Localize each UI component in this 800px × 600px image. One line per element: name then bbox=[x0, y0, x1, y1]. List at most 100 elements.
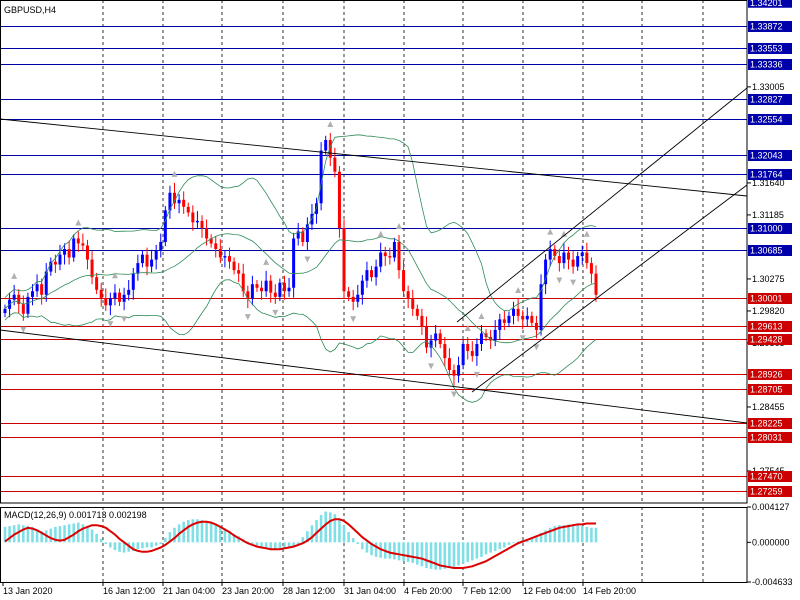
level-price-tag bbox=[748, 59, 792, 70]
x-tick-label: 7 Feb 12:00 bbox=[463, 586, 511, 596]
chart-symbol-label: GBPUSD,H4 bbox=[4, 5, 56, 15]
candle-body bbox=[429, 340, 433, 348]
trend-line bbox=[0, 118, 748, 197]
y-tick-label: 1.31640 bbox=[752, 178, 785, 188]
candle-body bbox=[113, 292, 117, 299]
level-price-label: 1.28926 bbox=[750, 370, 783, 380]
candle-body bbox=[72, 238, 76, 258]
fractal-up-marker bbox=[377, 230, 384, 237]
fractal-up-marker bbox=[464, 324, 471, 331]
level-price-tag bbox=[748, 43, 792, 54]
candle-body bbox=[150, 259, 154, 267]
candle-body bbox=[365, 270, 369, 281]
candle-body bbox=[209, 238, 213, 244]
candle-body bbox=[443, 344, 447, 359]
level-price-label: 1.33336 bbox=[750, 60, 783, 70]
fractal-down-marker bbox=[519, 335, 526, 342]
macd-y-tick-label: -0.004633 bbox=[752, 577, 793, 587]
price-chart-pane[interactable] bbox=[0, 0, 748, 503]
candle-body bbox=[567, 252, 571, 260]
level-price-label: 1.30685 bbox=[750, 246, 783, 256]
candle-body bbox=[457, 365, 461, 376]
candle-body bbox=[447, 358, 451, 371]
candle-body bbox=[337, 171, 341, 228]
x-tick-label: 16 Jan 12:00 bbox=[103, 586, 155, 596]
candle-body bbox=[182, 199, 186, 207]
level-price-tag bbox=[748, 432, 792, 443]
candle-body bbox=[205, 227, 209, 239]
candle-body bbox=[76, 238, 80, 244]
fractal-down-marker bbox=[304, 256, 311, 263]
candle-body bbox=[191, 212, 195, 223]
macd-y-tick-label: 0.004127 bbox=[752, 502, 790, 512]
candle-body bbox=[356, 294, 360, 302]
x-tick-label: 23 Jan 20:00 bbox=[222, 586, 274, 596]
candle-body bbox=[438, 333, 442, 345]
level-price-tag bbox=[748, 223, 792, 234]
candle-body bbox=[594, 273, 598, 295]
candle-body bbox=[53, 261, 57, 265]
level-price-tag bbox=[748, 471, 792, 482]
fractal-down-marker bbox=[556, 277, 563, 284]
level-price-label: 1.32827 bbox=[750, 95, 783, 105]
candle-body bbox=[232, 261, 236, 271]
band-upper bbox=[4, 134, 597, 312]
level-price-tag bbox=[748, 150, 792, 161]
candle-body bbox=[227, 256, 231, 262]
candle-body bbox=[140, 254, 144, 264]
candle-body bbox=[168, 192, 172, 211]
candle-body bbox=[241, 273, 245, 292]
level-price-label: 1.27470 bbox=[750, 472, 783, 482]
candle-body bbox=[173, 192, 177, 204]
trend-line bbox=[0, 329, 748, 424]
x-tick-label: 12 Feb 04:00 bbox=[523, 586, 576, 596]
candle-body bbox=[388, 256, 392, 258]
candle-body bbox=[585, 252, 589, 264]
candle-body bbox=[44, 271, 48, 295]
candle-body bbox=[452, 370, 456, 376]
candle-body bbox=[470, 351, 474, 356]
fractal-up-marker bbox=[111, 272, 118, 279]
candle-body bbox=[415, 308, 419, 316]
fractal-down-marker bbox=[428, 363, 435, 370]
fractal-down-marker bbox=[450, 391, 457, 398]
y-tick-label: 1.31185 bbox=[752, 210, 784, 220]
fractal-up-marker bbox=[560, 230, 567, 237]
level-price-label: 1.31764 bbox=[750, 170, 783, 180]
candle-body bbox=[580, 252, 584, 257]
fractal-down-marker bbox=[272, 309, 279, 316]
fractal-down-marker bbox=[473, 371, 480, 378]
candle-body bbox=[195, 220, 199, 223]
candle-body bbox=[379, 252, 383, 267]
candle-body bbox=[296, 231, 300, 239]
candle-body bbox=[108, 298, 112, 306]
candle-body bbox=[131, 273, 135, 290]
fractal-up-marker bbox=[478, 313, 485, 320]
candle-body bbox=[287, 287, 291, 292]
candle-body bbox=[392, 242, 396, 258]
trend-line bbox=[471, 184, 748, 393]
candle-body bbox=[260, 287, 264, 292]
candle-body bbox=[397, 242, 401, 271]
candle-body bbox=[534, 322, 538, 330]
candle-body bbox=[328, 139, 332, 158]
candle-body bbox=[154, 250, 158, 260]
candle-body bbox=[319, 150, 323, 204]
candle-body bbox=[479, 333, 483, 345]
candle-body bbox=[67, 249, 71, 258]
macd-pane[interactable] bbox=[3, 507, 704, 582]
level-price-label: 1.29613 bbox=[750, 322, 783, 332]
candle-body bbox=[21, 303, 25, 314]
candle-body bbox=[26, 296, 30, 314]
candle-body bbox=[402, 270, 406, 292]
fractal-up-marker bbox=[75, 219, 82, 226]
candle-body bbox=[374, 266, 378, 278]
candle-body bbox=[95, 277, 99, 290]
price-pane-frame bbox=[0, 0, 748, 504]
level-price-tag bbox=[748, 384, 792, 395]
candle-body bbox=[118, 292, 122, 302]
candle-body bbox=[420, 315, 424, 327]
candle-body bbox=[544, 259, 548, 285]
